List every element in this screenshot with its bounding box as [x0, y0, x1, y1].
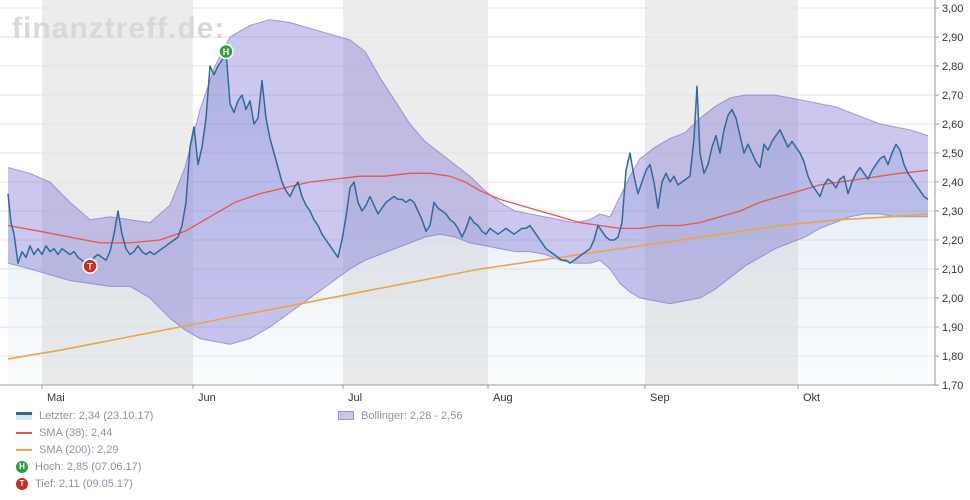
- sma38-swatch-icon: [16, 431, 32, 434]
- y-axis-label: 1,70: [942, 380, 963, 392]
- sma200-line: [7, 213, 929, 360]
- legend-tief-label: Tief: 2,11 (09.05.17): [35, 477, 133, 490]
- legend-bollinger-label: Bollinger: 2,28 - 2,56: [361, 409, 463, 422]
- y-axis-label: 2,60: [942, 119, 963, 131]
- x-axis-label: Aug: [493, 392, 513, 404]
- y-axis-label: 2,00: [942, 293, 963, 305]
- sma200-swatch-icon: [16, 448, 32, 451]
- y-axis-label: 2,80: [942, 61, 963, 73]
- marker-letter: T: [87, 262, 93, 272]
- y-axis-label: 2,30: [942, 206, 963, 218]
- y-axis-label: 2,90: [942, 32, 963, 44]
- legend-sma38: SMA (38): 2,44: [16, 427, 112, 439]
- x-axis-label: Mai: [47, 392, 65, 404]
- bollinger-upper-line: [7, 19, 929, 224]
- watermark: finanztreff.de:: [12, 12, 225, 45]
- legend-tief: T Tief: 2,11 (09.05.17): [16, 477, 133, 490]
- price-area: [8, 51, 928, 385]
- legend-letzter-label: Letzter: 2,34 (23.10.17): [39, 409, 154, 422]
- tief-marker-icon: T: [16, 477, 28, 490]
- y-axis-label: 2,50: [942, 148, 963, 160]
- legend-hoch-label: Hoch: 2,85 (07.06.17): [35, 460, 142, 473]
- hoch-chart-marker-icon: [218, 43, 234, 60]
- y-axis-label: 2,10: [942, 264, 963, 276]
- tief-chart-marker-icon: [82, 258, 98, 274]
- bollinger-lower-line: [7, 213, 928, 345]
- y-axis-label: 3,00: [942, 3, 963, 15]
- x-axis-label: Jun: [198, 392, 216, 404]
- legend-sma200-label: SMA (200): 2,29: [39, 443, 119, 456]
- price-chart-canvas: 3,00 2,90 2,80 2,70 2,60 2,50 2,40 2,30 2,20 2,10…: [0, 0, 963, 404]
- price-line: [7, 50, 929, 267]
- sma38-line: [7, 169, 929, 244]
- legend-bollinger: Bollinger: 2,28 - 2,56: [338, 410, 463, 422]
- letzter-swatch-icon: [16, 411, 32, 420]
- marker-letter: H: [223, 47, 230, 57]
- x-axis-label: Jul: [348, 392, 362, 404]
- hoch-marker-icon: H: [16, 460, 28, 473]
- legend-sma38-label: SMA (38): 2,44: [39, 426, 113, 439]
- y-axis-label: 1,90: [942, 322, 963, 334]
- legend: Letzter: 2,34 (23.10.17) Bollinger: 2,28…: [16, 407, 463, 492]
- y-axis-label: 2,40: [942, 177, 963, 189]
- legend-letzter: Letzter: 2,34 (23.10.17): [16, 410, 338, 422]
- bollinger-swatch-icon: [338, 411, 354, 420]
- y-axis-label: 1,80: [942, 351, 963, 363]
- legend-hoch: H Hoch: 2,85 (07.06.17): [16, 460, 142, 473]
- legend-sma200: SMA (200): 2,29: [16, 444, 119, 456]
- y-axis-label: 2,20: [942, 235, 963, 247]
- x-axis-label: Okt: [803, 392, 820, 404]
- x-axis-label: Sep: [650, 392, 670, 404]
- y-axis-label: 2,70: [942, 90, 963, 102]
